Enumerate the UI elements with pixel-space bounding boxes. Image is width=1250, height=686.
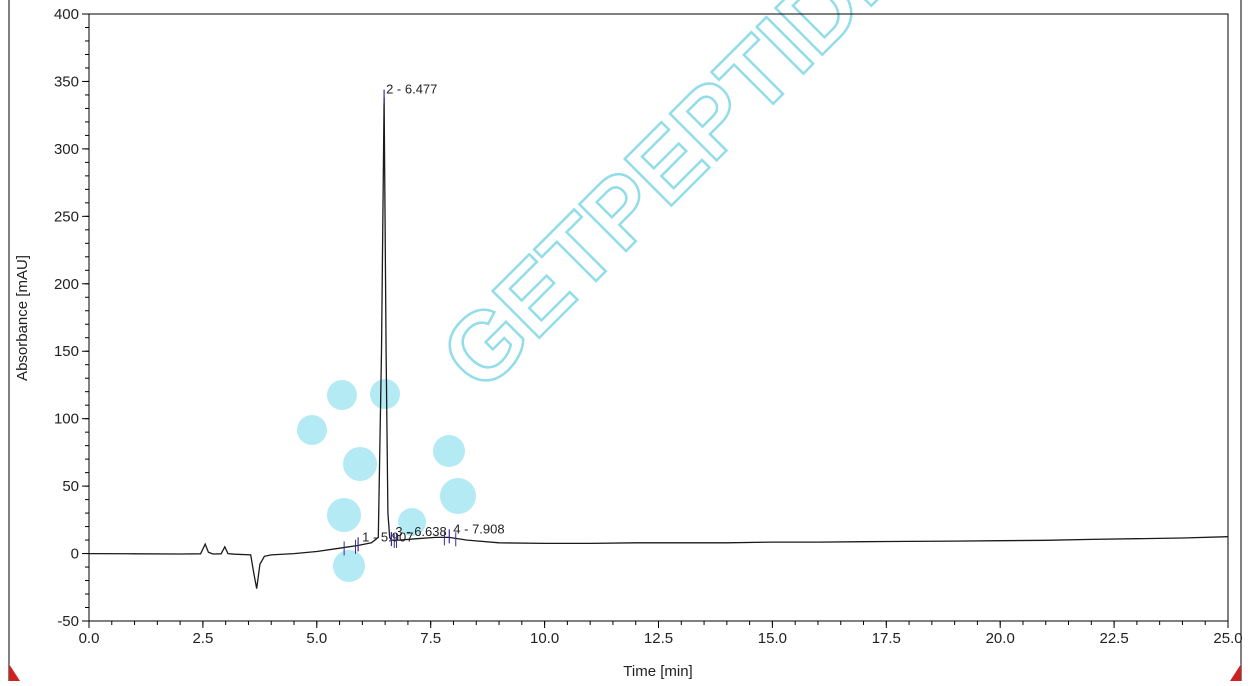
watermark-molecule-icon bbox=[297, 379, 476, 582]
x-tick-label: 17.5 bbox=[872, 630, 901, 647]
watermark-text: GETPEPTIDE bbox=[421, 0, 927, 410]
peak-label: 2 - 6.477 bbox=[386, 82, 437, 97]
y-tick-label: 200 bbox=[54, 276, 79, 293]
y-tick-label: 50 bbox=[62, 478, 79, 495]
y-tick-label: -50 bbox=[57, 613, 79, 630]
right-corner-marker bbox=[1230, 664, 1241, 681]
x-tick-label: 12.5 bbox=[644, 630, 673, 647]
chromatogram-trace bbox=[89, 97, 1228, 589]
peak-label: 4 - 7.908 bbox=[453, 521, 504, 536]
y-tick-label: 400 bbox=[54, 6, 79, 23]
y-tick-label: 100 bbox=[54, 411, 79, 428]
left-corner-marker bbox=[9, 664, 20, 681]
x-tick-label: 25.0 bbox=[1213, 630, 1242, 647]
x-axis-title: Time [min] bbox=[623, 663, 692, 680]
peak-label: 3 - 6.638 bbox=[395, 524, 446, 539]
y-tick-label: 0 bbox=[71, 546, 79, 563]
y-tick-label: 300 bbox=[54, 141, 79, 158]
y-axis-title: Absorbance [mAU] bbox=[14, 255, 31, 381]
x-tick-label: 2.5 bbox=[192, 630, 213, 647]
y-tick-label: 350 bbox=[54, 73, 79, 90]
x-tick-label: 7.5 bbox=[420, 630, 441, 647]
x-tick-label: 22.5 bbox=[1099, 630, 1128, 647]
x-tick-label: 20.0 bbox=[986, 630, 1015, 647]
x-tick-label: 5.0 bbox=[306, 630, 327, 647]
trace-layer bbox=[89, 97, 1228, 589]
x-tick-label: 15.0 bbox=[758, 630, 787, 647]
y-tick-label: 150 bbox=[54, 343, 79, 360]
x-tick-label: 0.0 bbox=[79, 630, 100, 647]
peak-annotations: 1 - 5.907 2 - 6.477 3 - 6.638 4 - 7.908 bbox=[343, 82, 505, 556]
peak-label: 1 - 5.907 bbox=[362, 529, 413, 544]
axes: 0.0 2.5 5.0 7.5 10.0 12.5 15.0 17.5 20.0 22.5 25.0… bbox=[54, 6, 1243, 647]
y-tick-label: 250 bbox=[54, 208, 79, 225]
x-tick-label: 10.0 bbox=[530, 630, 559, 647]
